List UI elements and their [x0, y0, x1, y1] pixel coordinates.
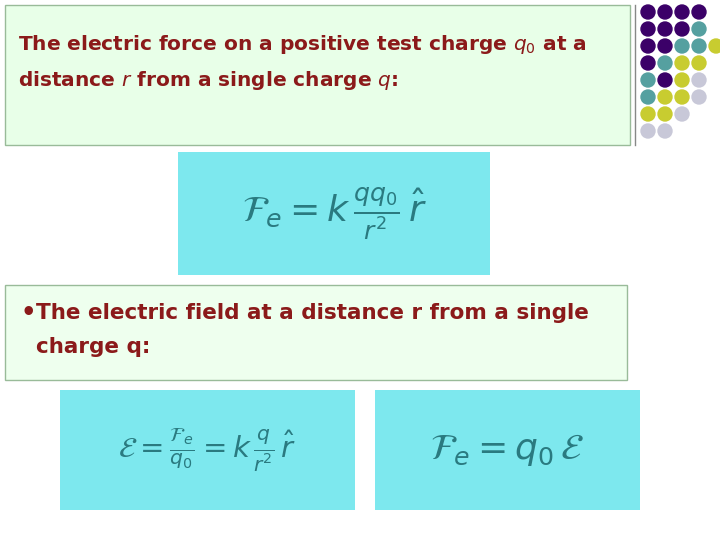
Text: $\mathcal{E} = \frac{\mathcal{F}_e}{q_0} = k\,\frac{q}{r^2}\,\hat{r}$: $\mathcal{E} = \frac{\mathcal{F}_e}{q_0}… [118, 426, 297, 474]
Circle shape [709, 39, 720, 53]
Text: •: • [20, 301, 35, 325]
Circle shape [641, 22, 655, 36]
Circle shape [692, 22, 706, 36]
FancyBboxPatch shape [60, 390, 355, 510]
Text: charge q:: charge q: [36, 337, 150, 357]
Circle shape [675, 39, 689, 53]
Circle shape [692, 5, 706, 19]
Text: $\mathcal{F}_e = k\,\frac{qq_0}{r^2}\,\hat{r}$: $\mathcal{F}_e = k\,\frac{qq_0}{r^2}\,\h… [242, 185, 426, 242]
Circle shape [692, 56, 706, 70]
Circle shape [658, 5, 672, 19]
Circle shape [675, 73, 689, 87]
Circle shape [658, 107, 672, 121]
FancyBboxPatch shape [5, 5, 630, 145]
Circle shape [658, 90, 672, 104]
Text: $\mathcal{F}_e = q_0\,\mathcal{E}$: $\mathcal{F}_e = q_0\,\mathcal{E}$ [431, 432, 585, 468]
Circle shape [675, 56, 689, 70]
Circle shape [641, 107, 655, 121]
Text: The electric force on a positive test charge $q_0$ at a: The electric force on a positive test ch… [18, 33, 587, 57]
Circle shape [675, 90, 689, 104]
FancyBboxPatch shape [5, 285, 627, 380]
FancyBboxPatch shape [178, 152, 490, 275]
Circle shape [658, 124, 672, 138]
Circle shape [641, 5, 655, 19]
Circle shape [675, 22, 689, 36]
Circle shape [641, 73, 655, 87]
Circle shape [658, 73, 672, 87]
Circle shape [641, 39, 655, 53]
FancyBboxPatch shape [375, 390, 640, 510]
Circle shape [641, 124, 655, 138]
Circle shape [675, 107, 689, 121]
Circle shape [675, 5, 689, 19]
Circle shape [658, 56, 672, 70]
Circle shape [658, 39, 672, 53]
Circle shape [641, 90, 655, 104]
Text: distance $r$ from a single charge $q$:: distance $r$ from a single charge $q$: [18, 69, 398, 91]
Text: The electric field at a distance r from a single: The electric field at a distance r from … [36, 303, 589, 323]
Circle shape [692, 73, 706, 87]
Circle shape [692, 90, 706, 104]
Circle shape [692, 39, 706, 53]
Circle shape [658, 22, 672, 36]
Circle shape [641, 56, 655, 70]
